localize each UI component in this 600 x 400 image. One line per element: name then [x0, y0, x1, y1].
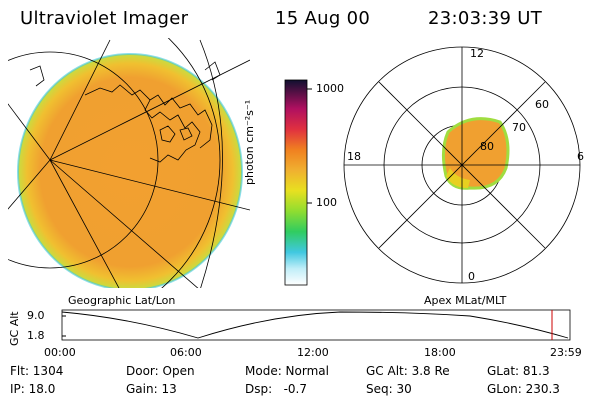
meridian: [49, 159, 199, 288]
instrument-title: Ultraviolet Imager: [20, 8, 189, 29]
emission-disk: [18, 54, 242, 288]
coastline: [159, 125, 193, 143]
colorbar-tick-label: 100: [316, 196, 337, 209]
altitude-ylabel: GC Alt: [8, 311, 21, 346]
altitude-ytick: 1.8: [27, 329, 45, 342]
meridian: [49, 159, 120, 288]
coastline: [29, 61, 221, 87]
mlat-label-70: 70: [512, 121, 526, 134]
mlat-label-80: 80: [480, 140, 494, 153]
meridian: [49, 59, 250, 161]
lat-circle: [8, 51, 159, 269]
lat-circle: [161, 38, 221, 288]
mlt-label-12: 12: [470, 47, 484, 60]
date-label: 15 Aug 00: [275, 8, 371, 29]
mlt-label-0: 0: [468, 270, 475, 283]
mode-status: Mode: Normal: [245, 364, 329, 378]
flight-number: Flt: 1304: [10, 364, 64, 378]
door-status: Door: Open: [126, 364, 195, 378]
colorbar-unit-label: photon cm⁻²s⁻¹: [243, 99, 256, 185]
left-panel-caption: Geographic Lat/Lon: [68, 294, 176, 307]
mlt-label-18: 18: [347, 150, 361, 163]
altitude-curve: [61, 311, 569, 339]
altitude-xtick: 18:00: [424, 346, 456, 359]
polar-emission-edge: [446, 168, 470, 188]
meridian: [8, 159, 51, 210]
geo-latitude: GLat: 81.3: [487, 364, 550, 378]
coastline: [84, 84, 201, 163]
geographic-image: [8, 38, 250, 288]
gc-altitude: GC Alt: 3.8 Re: [366, 364, 450, 378]
polar-emission: [441, 117, 510, 190]
emission-disk-rim: [17, 53, 243, 288]
polar-spoke: [378, 81, 546, 249]
dsp-value: Dsp: -0.7: [245, 382, 308, 396]
altitude-xtick: 00:00: [44, 346, 76, 359]
geo-longitude: GLon: 230.3: [487, 382, 560, 396]
right-panel-caption: Apex MLat/MLT: [424, 294, 507, 307]
gain-value: Gain: 13: [126, 382, 177, 396]
ip-value: IP: 18.0: [10, 382, 56, 396]
sequence-number: Seq: 30: [366, 382, 412, 396]
coastline: [149, 94, 213, 149]
lat-circle: [199, 39, 223, 288]
mlat-label-60: 60: [535, 98, 549, 111]
altitude-xtick: 06:00: [170, 346, 202, 359]
meridian: [49, 39, 111, 161]
altitude-ytick: 9.0: [27, 309, 45, 322]
altitude-plot-frame: [61, 309, 571, 341]
mlt-label-6: 6: [577, 150, 584, 163]
colorbar-tick-label: 1000: [316, 82, 344, 95]
polar-plot: [343, 46, 581, 284]
meridian: [49, 159, 250, 211]
meridian: [8, 103, 51, 161]
altitude-xtick: 12:00: [297, 346, 329, 359]
altitude-xtick: 23:59: [550, 346, 582, 359]
time-label: 23:03:39 UT: [428, 8, 543, 29]
colorbar: [284, 79, 308, 286]
